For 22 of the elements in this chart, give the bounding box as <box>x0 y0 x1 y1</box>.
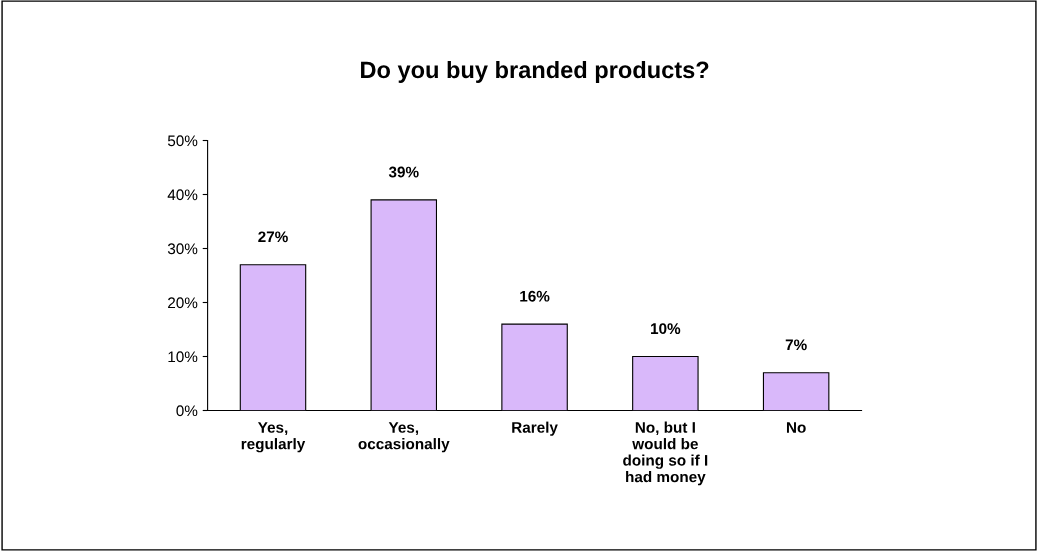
bar <box>370 199 438 411</box>
x-tick-label: No, but I would be doing so if I had money <box>623 421 708 486</box>
y-tick-label: 40% <box>167 189 198 201</box>
x-tick-label: Rarely <box>512 421 558 436</box>
x-tick-label: Yes, occasionally <box>358 422 450 453</box>
x-tick-label: Yes, regularly <box>241 422 306 453</box>
bar <box>762 372 830 411</box>
chart-title: Do you buy branded products? <box>361 60 709 83</box>
bar <box>501 323 568 411</box>
data-label: 7% <box>785 339 807 351</box>
y-tick-label: 20% <box>168 297 198 309</box>
y-tick-label: 50% <box>167 135 198 147</box>
y-tick-label: 0% <box>176 405 198 417</box>
y-tick-label: 30% <box>167 243 198 255</box>
data-label: 16% <box>520 290 550 302</box>
x-tick-label: No <box>786 422 806 433</box>
data-label: 10% <box>651 323 681 335</box>
data-label: 27% <box>258 231 288 243</box>
bar <box>239 264 307 411</box>
data-label: 39% <box>388 166 419 178</box>
bar <box>632 355 699 411</box>
y-tick-label: 10% <box>168 351 198 363</box>
